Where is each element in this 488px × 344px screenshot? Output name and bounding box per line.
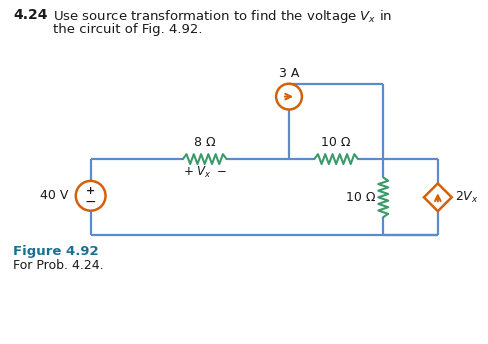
Text: +: +: [86, 186, 95, 196]
Text: 4.24: 4.24: [13, 8, 48, 22]
Text: For Prob. 4.24.: For Prob. 4.24.: [13, 259, 104, 272]
Text: $+ \ V_x \ -$: $+ \ V_x \ -$: [183, 165, 226, 180]
Text: 10 Ω: 10 Ω: [346, 191, 375, 204]
Text: Figure 4.92: Figure 4.92: [13, 245, 99, 258]
Text: 8 Ω: 8 Ω: [194, 136, 216, 149]
Text: Use source transformation to find the voltage $V_x$ in: Use source transformation to find the vo…: [53, 8, 392, 25]
Text: −: −: [85, 195, 97, 209]
Text: 3 A: 3 A: [279, 67, 299, 80]
Text: $2V_x$: $2V_x$: [455, 190, 478, 205]
Text: the circuit of Fig. 4.92.: the circuit of Fig. 4.92.: [53, 23, 203, 36]
Text: 40 V: 40 V: [41, 189, 69, 202]
Text: 10 Ω: 10 Ω: [322, 136, 351, 149]
